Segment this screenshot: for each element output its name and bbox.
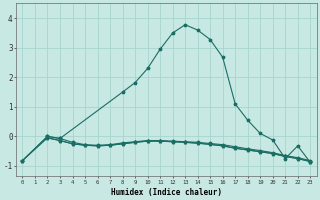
X-axis label: Humidex (Indice chaleur): Humidex (Indice chaleur): [111, 188, 222, 197]
